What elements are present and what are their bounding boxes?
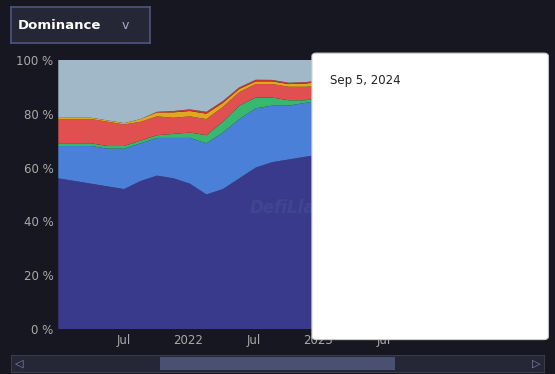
- Text: TUSD  0.29 %: TUSD 0.29 %: [347, 258, 422, 268]
- Text: USDT  69.63 %: USDT 69.63 %: [347, 85, 428, 95]
- Text: FDUSD  1.37 %: FDUSD 1.37 %: [347, 172, 430, 181]
- Text: Others  2.12 %: Others 2.12 %: [347, 302, 428, 312]
- Text: PYUSD  0.53 %: PYUSD 0.53 %: [347, 193, 428, 203]
- Text: ◁: ◁: [15, 359, 23, 369]
- Text: v: v: [121, 19, 129, 32]
- Text: DefiLlama: DefiLlama: [250, 199, 344, 217]
- Text: DAI  3.06 %: DAI 3.06 %: [347, 128, 411, 138]
- Text: ▷: ▷: [532, 359, 540, 369]
- Text: USDY  0.22 %: USDY 0.22 %: [347, 280, 421, 290]
- Text: BUIDL  0.3 %: BUIDL 0.3 %: [347, 237, 418, 246]
- Text: Sep 5, 2024: Sep 5, 2024: [330, 74, 401, 87]
- Text: USDC  20.45 %: USDC 20.45 %: [347, 107, 430, 116]
- Bar: [160, 357, 395, 370]
- Text: Dominance: Dominance: [18, 19, 102, 32]
- Text: USDD  0.44 %: USDD 0.44 %: [347, 215, 423, 225]
- Text: USDe  1.58 %: USDe 1.58 %: [347, 150, 422, 160]
